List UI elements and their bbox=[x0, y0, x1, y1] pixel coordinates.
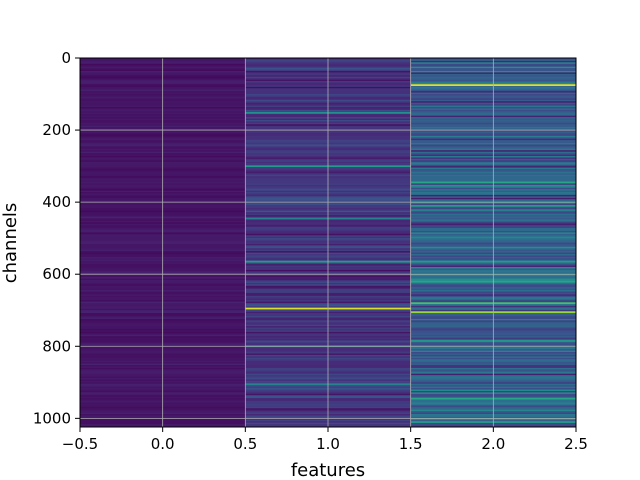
x-tick-label: 0.0 bbox=[151, 435, 175, 453]
y-tick-label: 600 bbox=[42, 265, 71, 283]
x-tick-label: 1.5 bbox=[399, 435, 423, 453]
y-axis-label: channels bbox=[0, 203, 21, 284]
x-tick-label: 2.0 bbox=[481, 435, 505, 453]
x-axis-label: features bbox=[291, 460, 365, 480]
y-tick-label: 800 bbox=[42, 337, 71, 355]
x-tick-label: 1.0 bbox=[316, 435, 340, 453]
y-tick-label: 0 bbox=[61, 49, 71, 67]
x-tick-label: 0.5 bbox=[233, 435, 257, 453]
x-tick-label: 2.5 bbox=[564, 435, 588, 453]
y-tick-label: 400 bbox=[42, 193, 71, 211]
y-tick-label: 200 bbox=[42, 121, 71, 139]
y-tick-label: 1000 bbox=[33, 409, 71, 427]
x-axis-ticks: −0.5 0.0 0.5 1.0 1.5 2.0 2.5 bbox=[62, 427, 588, 453]
y-axis-ticks: 0 200 400 600 800 1000 bbox=[33, 49, 80, 427]
x-tick-label: −0.5 bbox=[62, 435, 98, 453]
